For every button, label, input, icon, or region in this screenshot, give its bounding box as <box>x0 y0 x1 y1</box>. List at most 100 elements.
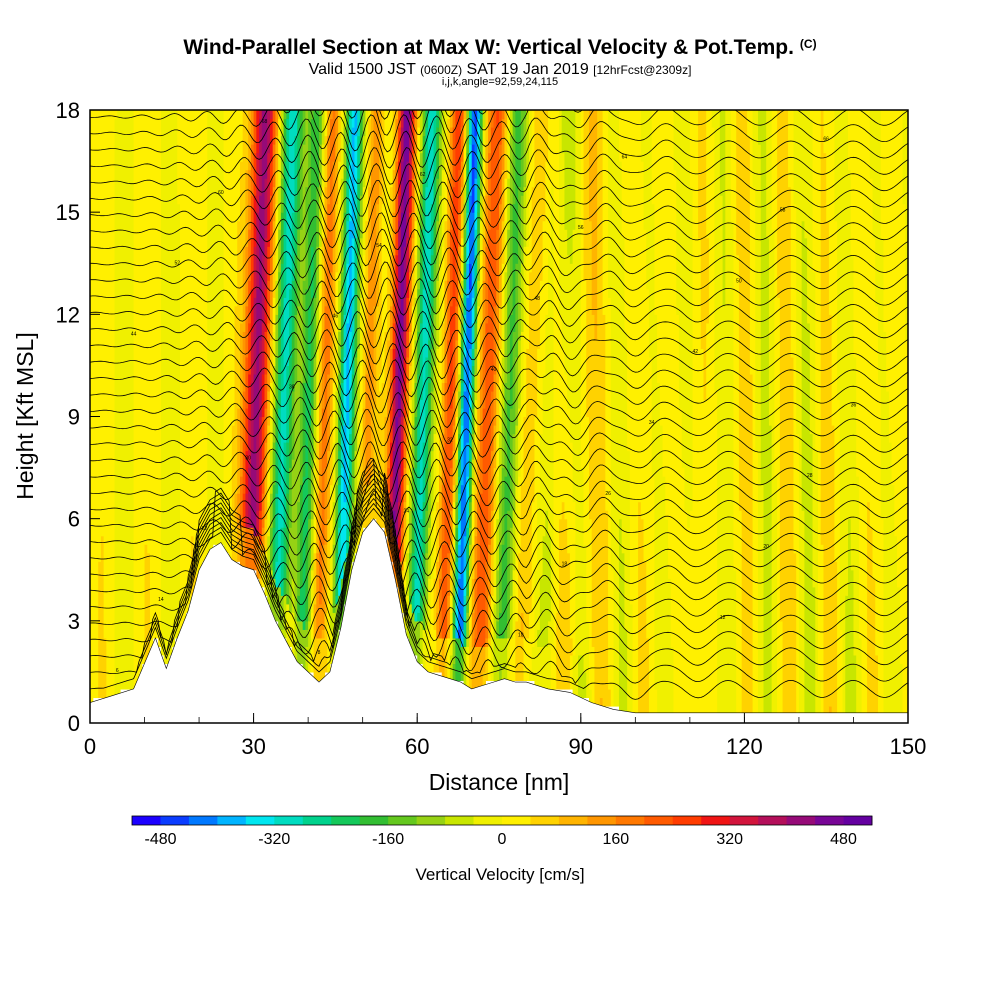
velocity-cell <box>280 212 285 264</box>
velocity-cell <box>528 612 533 673</box>
velocity-cell <box>313 603 317 639</box>
velocity-cell <box>479 110 484 120</box>
velocity-cell <box>528 671 533 682</box>
velocity-cell <box>398 314 402 418</box>
velocity-cell <box>469 569 473 596</box>
velocity-cell <box>409 271 413 298</box>
velocity-cell <box>458 518 462 545</box>
velocity-cell <box>572 110 576 230</box>
velocity-cell <box>474 535 478 579</box>
velocity-cell <box>409 620 413 647</box>
velocity-cell <box>343 280 347 315</box>
velocity-cell <box>758 110 762 145</box>
velocity-cell <box>332 442 336 503</box>
velocity-cell <box>504 220 508 273</box>
velocity-cell <box>389 348 394 384</box>
velocity-cell <box>261 569 266 588</box>
velocity-cell <box>460 425 465 452</box>
velocity-cell <box>479 195 484 222</box>
velocity-cell <box>880 237 885 520</box>
velocity-cell <box>504 127 508 179</box>
valid-prefix: Valid 1500 JST <box>308 61 416 78</box>
velocity-cell <box>875 654 879 716</box>
theta-contour-label: 42 <box>693 349 699 355</box>
velocity-cell <box>359 110 364 111</box>
velocity-cell <box>812 271 816 588</box>
velocity-cell <box>403 297 407 332</box>
velocity-cell <box>90 110 94 707</box>
velocity-cell <box>583 110 587 281</box>
velocity-cell <box>809 118 814 435</box>
velocity-cell <box>264 407 268 443</box>
velocity-cell <box>501 263 506 307</box>
velocity-cell <box>471 578 476 613</box>
velocity-cell <box>226 110 230 554</box>
velocity-cell <box>463 390 467 537</box>
velocity-cell <box>477 305 481 341</box>
y-tick-label: 0 <box>68 711 80 736</box>
velocity-cell <box>359 195 364 239</box>
velocity-cell <box>471 510 476 545</box>
velocity-cell <box>534 569 538 690</box>
velocity-cell <box>335 552 339 596</box>
velocity-cell <box>275 561 279 588</box>
velocity-cell <box>316 246 320 307</box>
velocity-cell <box>518 552 522 682</box>
colorbar-swatch <box>331 816 361 825</box>
velocity-cell <box>567 552 571 690</box>
velocity-cell <box>646 637 650 716</box>
grid-indices: i,j,k,angle=92,59,24,115 <box>441 76 559 88</box>
velocity-cell <box>485 646 489 682</box>
velocity-cell <box>409 297 413 332</box>
velocity-cell <box>253 373 257 537</box>
velocity-cell <box>850 110 855 256</box>
velocity-cell <box>905 110 908 341</box>
velocity-cell <box>278 305 282 358</box>
velocity-cell <box>466 544 470 571</box>
velocity-cell <box>474 578 478 639</box>
velocity-cell <box>245 246 249 307</box>
velocity-cell <box>444 442 448 639</box>
velocity-cell <box>283 220 287 298</box>
velocity-cell <box>439 654 443 673</box>
velocity-cell <box>504 382 508 477</box>
velocity-cell <box>398 195 402 222</box>
velocity-cell <box>332 586 336 613</box>
velocity-cell <box>749 373 754 716</box>
velocity-cell <box>482 646 486 673</box>
velocity-cell <box>261 322 266 375</box>
velocity-cell <box>507 620 511 639</box>
x-tick-label: 150 <box>890 734 927 759</box>
velocity-cell <box>624 110 628 332</box>
velocity-cell <box>499 484 503 545</box>
velocity-cell <box>310 467 315 520</box>
velocity-cell <box>354 110 358 137</box>
velocity-cell <box>905 339 908 716</box>
velocity-cell <box>400 161 405 213</box>
velocity-cell <box>357 110 361 137</box>
velocity-cell <box>368 186 372 264</box>
velocity-cell <box>340 467 345 579</box>
velocity-cell <box>703 110 707 401</box>
velocity-cell <box>790 110 795 358</box>
velocity-cell <box>256 110 260 154</box>
x-tick-label: 30 <box>241 734 265 759</box>
velocity-cell <box>411 425 416 469</box>
velocity-cell <box>796 110 800 435</box>
velocity-cell <box>343 246 347 281</box>
velocity-cell <box>499 144 503 205</box>
velocity-cell <box>269 382 274 418</box>
velocity-cell <box>618 161 623 520</box>
theta-contour-line <box>90 195 908 235</box>
velocity-cell <box>406 382 410 418</box>
velocity-cell <box>417 110 421 128</box>
velocity-cell <box>469 544 473 571</box>
velocity-cell <box>572 654 576 699</box>
colorbar: -480 -320 -160 0 160 320 480 <box>131 815 873 848</box>
velocity-cell <box>466 263 470 298</box>
velocity-cell <box>289 110 293 290</box>
velocity-cell <box>259 416 263 469</box>
velocity-cell <box>310 110 315 120</box>
velocity-cell <box>400 476 405 503</box>
x-tick-label: 120 <box>726 734 763 759</box>
